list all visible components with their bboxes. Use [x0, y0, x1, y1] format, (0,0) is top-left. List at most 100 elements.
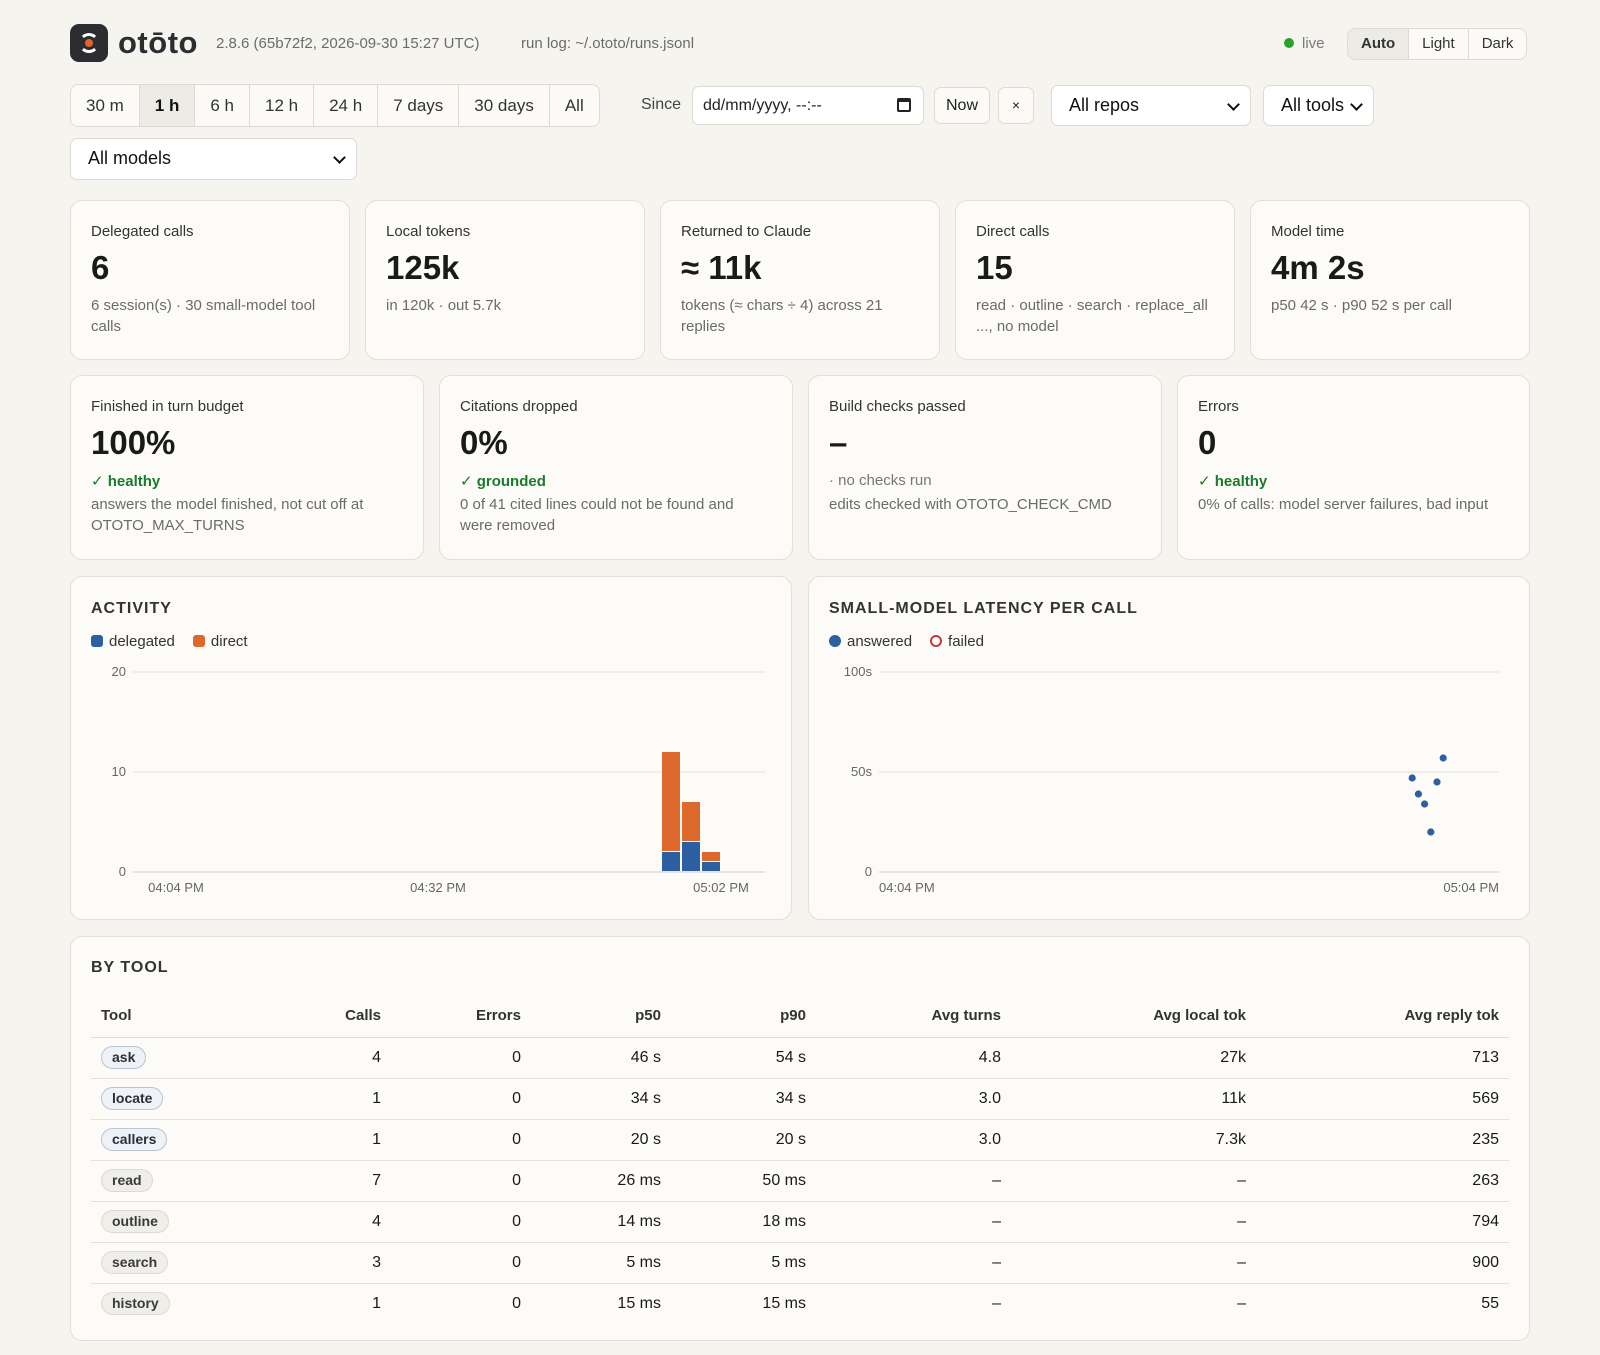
theme-light-button[interactable]: Light	[1408, 29, 1468, 59]
range-all-button[interactable]: All	[548, 85, 599, 126]
table-cell-tool: ask	[91, 1037, 241, 1079]
table-cell-calls: 1	[372, 1294, 381, 1312]
table-row[interactable]: history 1 0 15 ms 15 ms – – 55	[91, 1283, 1509, 1324]
table-cell-p90: 34 s	[671, 1078, 816, 1120]
x-tick-label: 04:04 PM	[148, 880, 204, 895]
tool-name-badge[interactable]: ask	[101, 1046, 147, 1069]
legend-ring-icon	[930, 635, 943, 647]
table-row[interactable]: outline 4 0 14 ms 18 ms – –794	[91, 1201, 1509, 1243]
table-cell-local: –	[1237, 1294, 1246, 1312]
theme-switcher: Auto Light Dark	[1347, 28, 1528, 60]
table-row[interactable]: read 7 0 26 ms 50 ms – –263	[91, 1160, 1509, 1202]
tool-name-badge[interactable]: locate	[101, 1087, 164, 1110]
range-7days-button[interactable]: 7 days	[377, 85, 458, 126]
tool-name-badge[interactable]: history	[101, 1292, 170, 1316]
delegated-calls-card: Delegated calls 6 6 session(s) · 30 smal…	[70, 200, 350, 360]
table-cell-tool: search	[91, 1242, 241, 1284]
repos-select[interactable]: All repos	[1051, 85, 1251, 126]
table-cell-errors: 0	[512, 1294, 521, 1312]
card-value: 15	[976, 249, 1013, 286]
time-range-selector: 30 m 1 h 6 h 12 h 24 h 7 days 30 days Al…	[70, 84, 600, 127]
legend-dot-icon	[829, 635, 841, 647]
point-answered	[1433, 778, 1441, 786]
legend-item-failed[interactable]: failed	[930, 633, 984, 650]
bar-delegated	[682, 842, 700, 871]
latency-chart-panel: SMALL-MODEL LATENCY PER CALL answered fa…	[808, 576, 1530, 920]
legend-item-answered[interactable]: answered	[829, 633, 912, 650]
since-date-placeholder: dd/mm/yyyy, --:--	[703, 97, 822, 114]
card-value: 4m 2s	[1271, 249, 1365, 286]
table-cell-p90: 15 ms	[762, 1294, 806, 1312]
repos-select-value: All repos	[1069, 95, 1140, 115]
table-row[interactable]: callers 1 0 20 s 20 s 3.0 7.3k 235	[91, 1119, 1509, 1161]
card-value: 0	[1198, 424, 1217, 461]
column-header[interactable]: Errors	[391, 995, 531, 1038]
x-tick-label: 04:04 PM	[879, 880, 935, 895]
legend-item-direct[interactable]: direct	[192, 633, 248, 650]
card-subtext: read · outline · search · replace_all ..…	[976, 297, 1208, 335]
tools-select[interactable]: All tools	[1263, 85, 1374, 126]
table-cell-p50: 26 ms	[531, 1160, 671, 1202]
card-label: Errors	[1198, 398, 1239, 415]
bar-delegated	[662, 852, 680, 871]
column-header[interactable]: Avg local tok	[1011, 995, 1256, 1038]
column-header[interactable]: Avg turns	[816, 995, 1011, 1038]
x-tick-label: 04:32 PM	[410, 880, 466, 895]
bar-direct	[702, 852, 720, 861]
table-cell-turns: 4.8	[816, 1037, 1011, 1079]
range-24h-button[interactable]: 24 h	[313, 85, 377, 126]
models-select[interactable]: All models	[70, 138, 357, 180]
card-value: 100%	[91, 424, 176, 461]
card-value: 125k	[386, 249, 460, 286]
build-checks-card: Build checks passed – · no checks run ed…	[808, 375, 1162, 560]
health-status-badge: ✓ grounded	[460, 473, 546, 490]
theme-dark-button[interactable]: Dark	[1467, 29, 1527, 59]
table-cell-local: 7.3k	[1011, 1119, 1256, 1161]
table-row[interactable]: locate 1 0 34 s 34 s 3.0 11k 569	[91, 1078, 1509, 1120]
table-cell-reply: 55	[1481, 1294, 1499, 1312]
card-subtext: 0% of calls: model server failures, bad …	[1198, 496, 1489, 513]
table-cell-local: 11k	[1011, 1078, 1256, 1120]
clear-since-button[interactable]: ×	[998, 87, 1034, 124]
legend-label: answered	[847, 633, 913, 650]
table-cell-tool: outline	[91, 1201, 241, 1243]
table-row[interactable]: search 3 0 5 ms 5 ms – –900	[91, 1242, 1509, 1284]
x-tick-label: 05:04 PM	[1443, 880, 1499, 895]
calendar-icon[interactable]	[897, 98, 911, 112]
tool-name-badge[interactable]: read	[101, 1169, 153, 1192]
chart-legend: answered failed	[829, 633, 984, 650]
range-12h-button[interactable]: 12 h	[249, 85, 313, 126]
activity-chart-panel: ACTIVITY delegated direct 20 10 0 04:04 PM 0…	[70, 576, 792, 920]
table-cell-calls: 4	[241, 1201, 391, 1243]
tool-name-badge[interactable]: outline	[101, 1210, 169, 1233]
y-tick-label: 0	[119, 864, 126, 879]
column-header[interactable]: Avg reply tok	[1256, 995, 1509, 1038]
column-header[interactable]: p90	[671, 995, 816, 1038]
range-30days-button[interactable]: 30 days	[458, 85, 549, 126]
column-header[interactable]: Calls	[241, 995, 391, 1038]
y-tick-label: 50s	[851, 764, 872, 779]
card-label: Finished in turn budget	[91, 398, 244, 415]
range-30m-button[interactable]: 30 m	[86, 96, 124, 115]
column-header[interactable]: p50	[531, 995, 671, 1038]
live-dot-icon	[1284, 38, 1294, 48]
legend-label: delegated	[109, 633, 175, 650]
table-cell-p90: 5 ms	[671, 1242, 816, 1284]
since-date-input[interactable]: dd/mm/yyyy, --:--	[692, 86, 924, 125]
errors-card: Errors 0 ✓ healthy 0% of calls: model se…	[1177, 375, 1530, 560]
chart-title: ACTIVITY	[91, 600, 172, 617]
returned-to-claude-card: Returned to Claude ≈ 11k tokens (≈ chars…	[660, 200, 940, 360]
range-6h-button[interactable]: 6 h	[194, 85, 249, 126]
live-label: live	[1302, 35, 1325, 52]
health-status-badge: · no checks run	[829, 472, 932, 489]
now-button[interactable]: Now	[934, 87, 990, 124]
range-1h-button[interactable]: 1 h	[138, 85, 195, 126]
table-row[interactable]: ask 4 0 46 s 54 s 4.8 27k 713	[91, 1037, 1509, 1079]
legend-item-delegated[interactable]: delegated	[91, 633, 175, 650]
tool-name-badge[interactable]: search	[101, 1251, 169, 1274]
bar-direct	[682, 802, 700, 841]
legend-swatch-icon	[192, 635, 205, 647]
column-header[interactable]: Tool	[91, 995, 241, 1038]
theme-auto-button[interactable]: Auto	[1348, 29, 1409, 59]
tool-name-badge[interactable]: callers	[101, 1128, 168, 1151]
